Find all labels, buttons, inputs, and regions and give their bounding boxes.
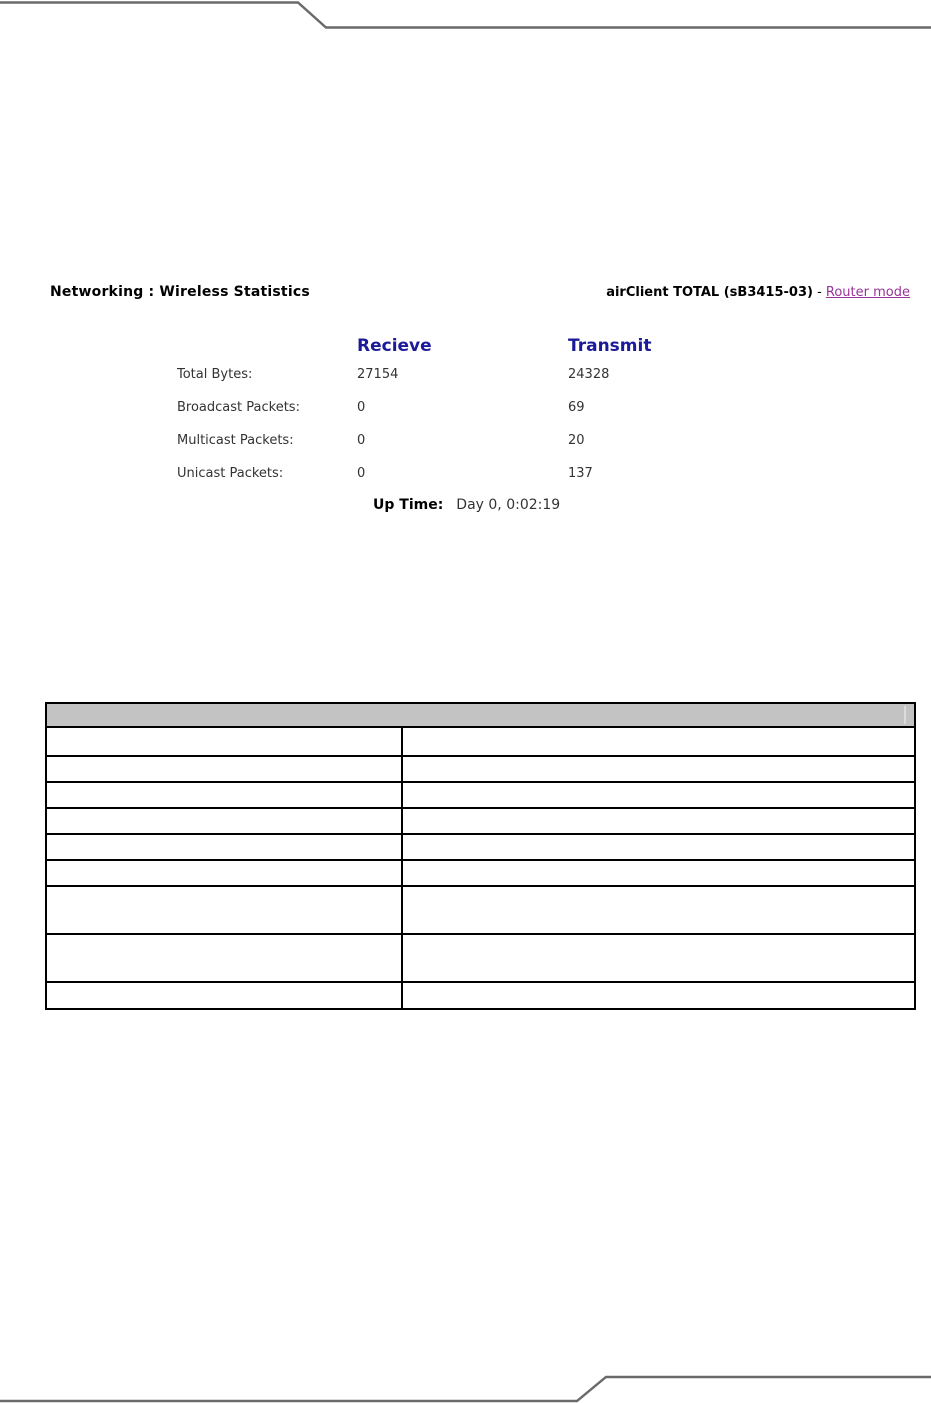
uptime-label: Up Time: <box>373 497 444 513</box>
table-row <box>47 935 914 983</box>
table-row <box>47 835 914 861</box>
table-cell <box>47 757 403 781</box>
wireless-statistics: Recieve Transmit Total Bytes: 27154 2432… <box>177 336 797 499</box>
table-cell <box>403 983 914 1008</box>
stats-row-multicast-packets: Multicast Packets: 0 20 <box>177 433 797 449</box>
table-cell <box>47 983 403 1008</box>
table-cell <box>403 835 914 859</box>
table-cell <box>47 887 403 933</box>
table-cell <box>47 835 403 859</box>
table-row <box>47 783 914 809</box>
table-row <box>47 983 914 1008</box>
stat-label: Unicast Packets: <box>177 466 284 481</box>
stats-column-headers: Recieve Transmit <box>177 336 797 356</box>
bottom-page-border-decoration <box>0 1375 931 1403</box>
table-cell <box>403 935 914 981</box>
router-mode-link[interactable]: Router mode <box>825 285 910 300</box>
table-row <box>47 728 914 757</box>
stats-row-unicast-packets: Unicast Packets: 0 137 <box>177 466 797 482</box>
table-cell <box>403 887 914 933</box>
stat-transmit-value: 24328 <box>568 367 610 382</box>
table-cell <box>403 728 914 755</box>
table-row <box>47 861 914 887</box>
table-cell <box>403 809 914 833</box>
stat-transmit-value: 20 <box>568 433 585 448</box>
placeholder-table-header <box>47 704 914 728</box>
stats-row-total-bytes: Total Bytes: 27154 24328 <box>177 367 797 383</box>
device-name: airClient TOTAL (sB3415-03) <box>606 285 813 300</box>
top-page-border-decoration <box>0 1 931 29</box>
stat-transmit-value: 69 <box>568 400 585 415</box>
placeholder-table <box>45 702 916 1010</box>
uptime-value: Day 0, 0:02:19 <box>456 497 561 513</box>
table-cell <box>403 861 914 885</box>
table-cell <box>47 728 403 755</box>
page-title: Networking : Wireless Statistics <box>50 284 310 300</box>
stat-transmit-value: 137 <box>568 466 593 481</box>
receive-column-header: Recieve <box>357 336 432 356</box>
table-cell <box>403 783 914 807</box>
table-cell <box>47 809 403 833</box>
uptime-line: Up Time: Day 0, 0:02:19 <box>373 497 560 513</box>
stat-label: Total Bytes: <box>177 367 253 382</box>
stat-receive-value: 27154 <box>357 367 399 382</box>
stat-label: Multicast Packets: <box>177 433 294 448</box>
device-header: airClient TOTAL (sB3415-03) - Router mod… <box>606 285 910 300</box>
table-cell <box>47 861 403 885</box>
stat-receive-value: 0 <box>357 400 366 415</box>
table-row <box>47 887 914 935</box>
stat-receive-value: 0 <box>357 433 366 448</box>
table-cell <box>403 757 914 781</box>
separator: - <box>812 285 826 300</box>
header-divider-tick <box>904 706 906 724</box>
stat-receive-value: 0 <box>357 466 366 481</box>
table-row <box>47 809 914 835</box>
table-cell <box>47 935 403 981</box>
stats-row-broadcast-packets: Broadcast Packets: 0 69 <box>177 400 797 416</box>
transmit-column-header: Transmit <box>568 336 652 356</box>
table-row <box>47 757 914 783</box>
stat-label: Broadcast Packets: <box>177 400 300 415</box>
table-cell <box>47 783 403 807</box>
